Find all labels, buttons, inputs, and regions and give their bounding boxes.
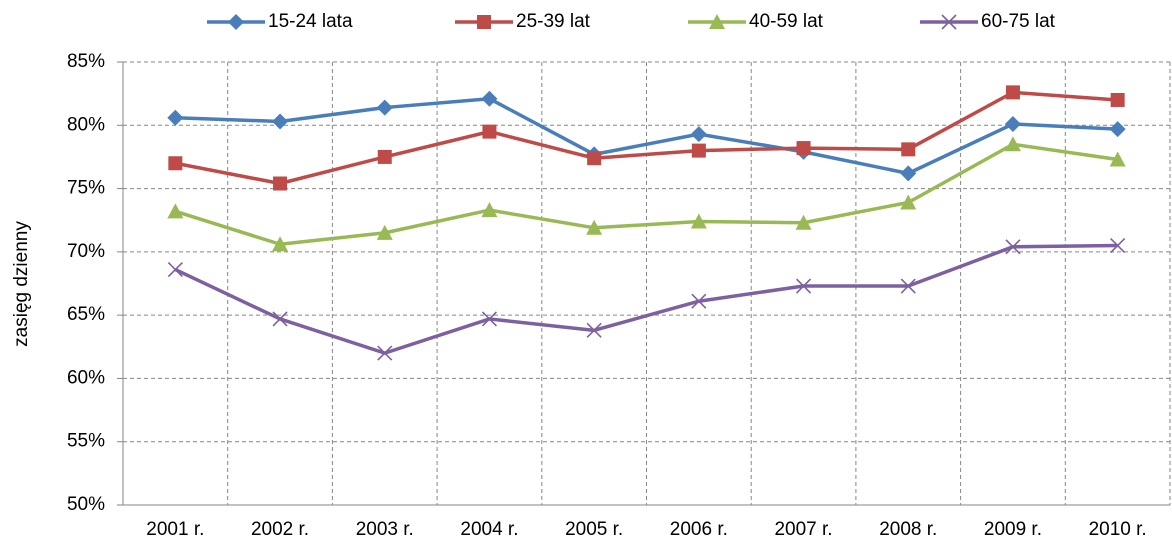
y-tick-label: 75% <box>67 178 105 199</box>
marker <box>377 345 393 361</box>
marker <box>167 203 184 219</box>
series-line <box>174 142 1118 247</box>
legend-label: 60-75 lat <box>981 11 1056 32</box>
marker <box>690 126 707 143</box>
marker <box>796 141 811 156</box>
marker <box>273 176 288 191</box>
x-tick-label: 2007 r. <box>774 519 832 540</box>
marker <box>272 236 289 252</box>
y-tick-label: 80% <box>67 114 105 135</box>
marker <box>481 311 498 327</box>
marker <box>586 219 603 235</box>
marker <box>900 278 916 294</box>
marker <box>941 14 957 30</box>
marker <box>1110 237 1126 254</box>
x-tick-label: 2008 r. <box>879 519 937 540</box>
x-tick-label: 2003 r. <box>356 519 414 540</box>
marker <box>482 124 497 139</box>
marker <box>900 194 917 210</box>
legend-label: 25-39 lat <box>516 11 591 32</box>
x-tick-label: 2001 r. <box>146 519 204 540</box>
legend-label: 40-59 lat <box>749 11 824 32</box>
marker <box>1005 239 1021 255</box>
marker <box>167 109 184 126</box>
y-tick-label: 85% <box>67 51 105 72</box>
marker <box>587 151 602 166</box>
marker <box>228 14 244 30</box>
y-tick-label: 70% <box>67 241 105 262</box>
marker <box>1005 85 1020 100</box>
marker <box>481 202 498 218</box>
marker <box>272 311 288 327</box>
x-tick-label: 2010 r. <box>1089 519 1147 540</box>
marker <box>586 322 602 338</box>
x-tick-label: 2002 r. <box>251 519 309 540</box>
marker <box>272 113 289 130</box>
x-tick-label: 2004 r. <box>460 519 518 540</box>
marker <box>481 90 498 107</box>
y-tick-label: 50% <box>67 494 105 515</box>
marker <box>167 262 183 278</box>
y-tick-label: 60% <box>67 367 105 388</box>
series-line <box>175 96 1118 176</box>
marker <box>1109 121 1126 138</box>
marker <box>1110 92 1125 107</box>
series-line <box>175 90 1118 186</box>
legend-label: 15-24 lata <box>268 11 353 32</box>
y-tick-label: 55% <box>67 431 105 452</box>
x-tick-label: 2009 r. <box>984 519 1042 540</box>
marker <box>1109 151 1126 167</box>
marker <box>477 15 491 29</box>
x-tick-label: 2006 r. <box>670 519 728 540</box>
marker <box>900 165 917 182</box>
marker <box>168 156 183 171</box>
x-tick-label: 2005 r. <box>565 519 623 540</box>
marker <box>691 143 706 158</box>
marker <box>376 99 393 116</box>
marker <box>377 149 392 164</box>
marker <box>1004 136 1021 152</box>
marker <box>901 142 916 157</box>
marker <box>795 278 812 294</box>
y-axis-title: zasięg dzienny <box>11 221 32 347</box>
marker <box>1004 116 1021 133</box>
marker <box>376 224 393 240</box>
marker <box>709 14 725 29</box>
marker <box>691 293 707 309</box>
y-tick-label: 65% <box>67 304 105 325</box>
marker <box>795 214 812 230</box>
series-line <box>174 243 1118 355</box>
marker <box>690 213 707 229</box>
